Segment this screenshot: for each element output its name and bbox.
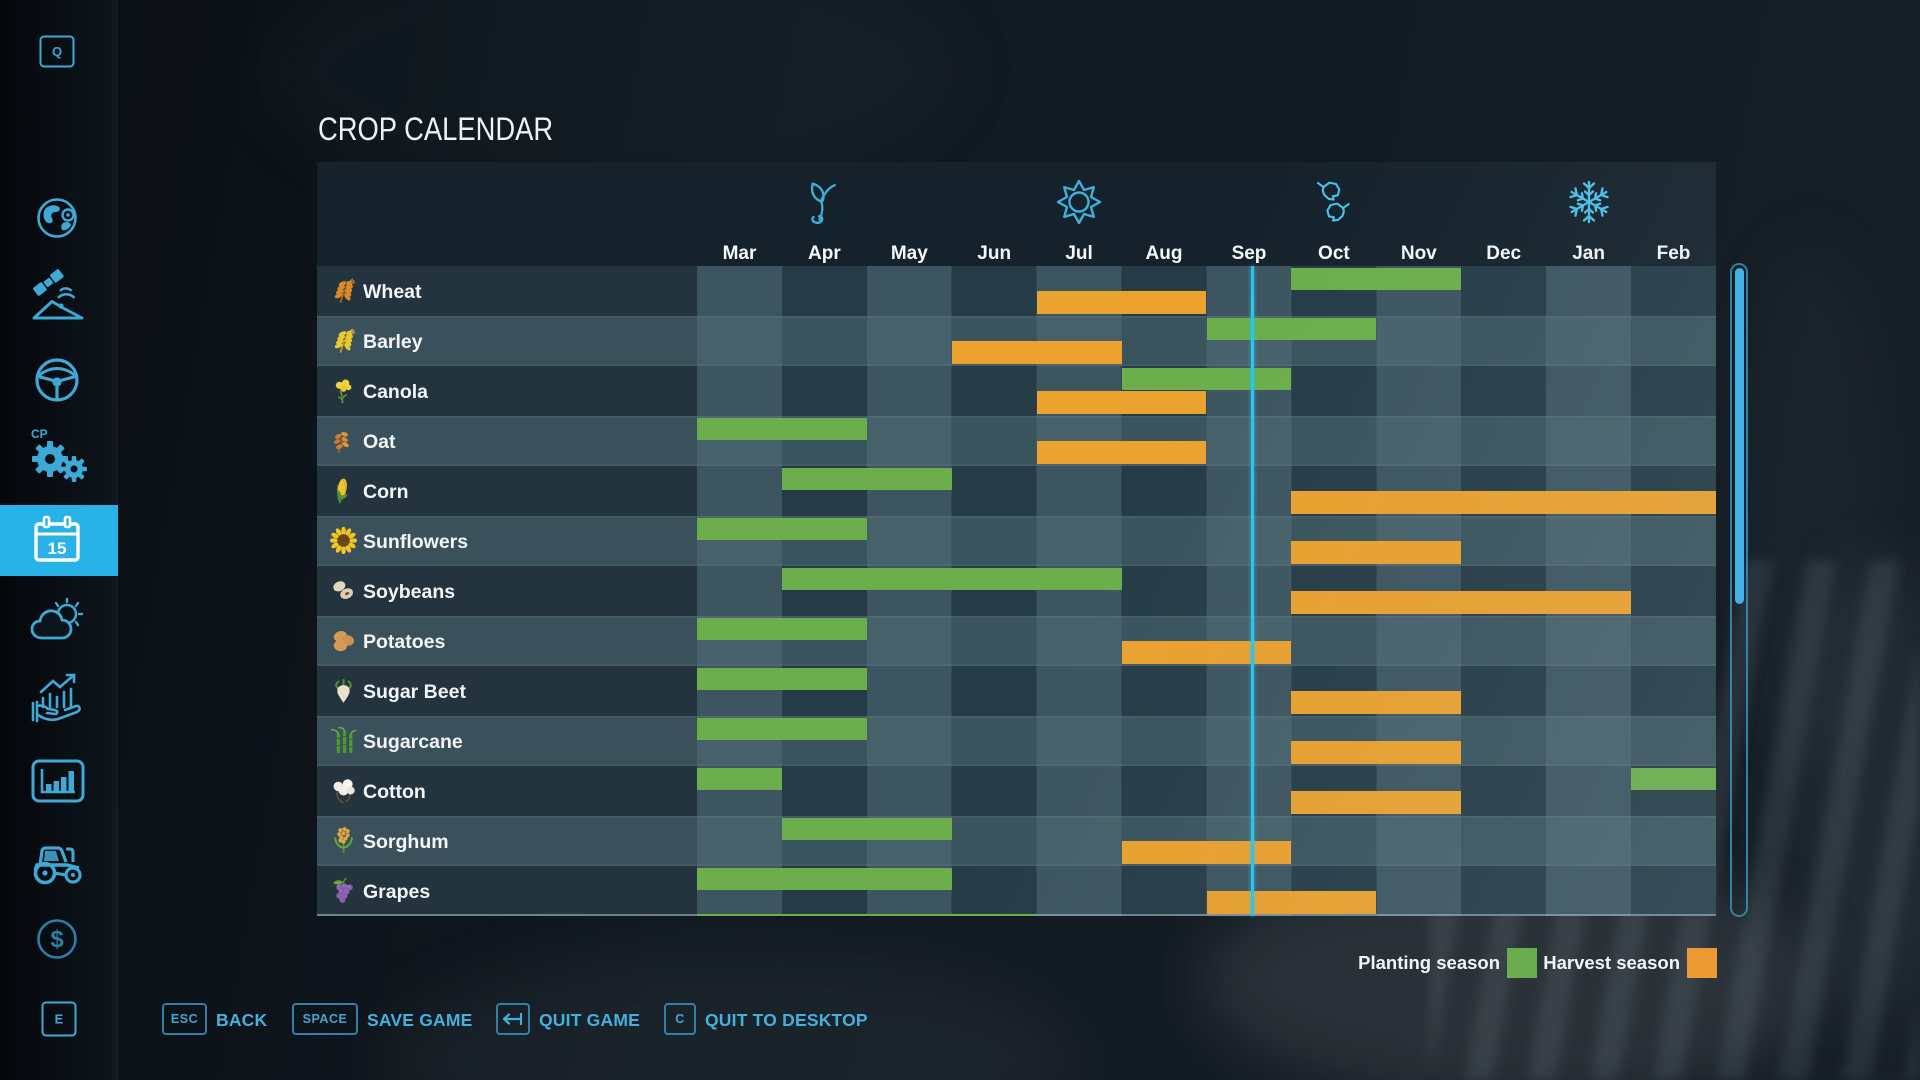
svg-text:15: 15 — [48, 539, 67, 558]
svg-text:$: $ — [50, 926, 64, 953]
svg-text:E: E — [55, 1012, 64, 1027]
svg-text:Q: Q — [52, 44, 62, 59]
svg-text:CP: CP — [31, 427, 48, 441]
